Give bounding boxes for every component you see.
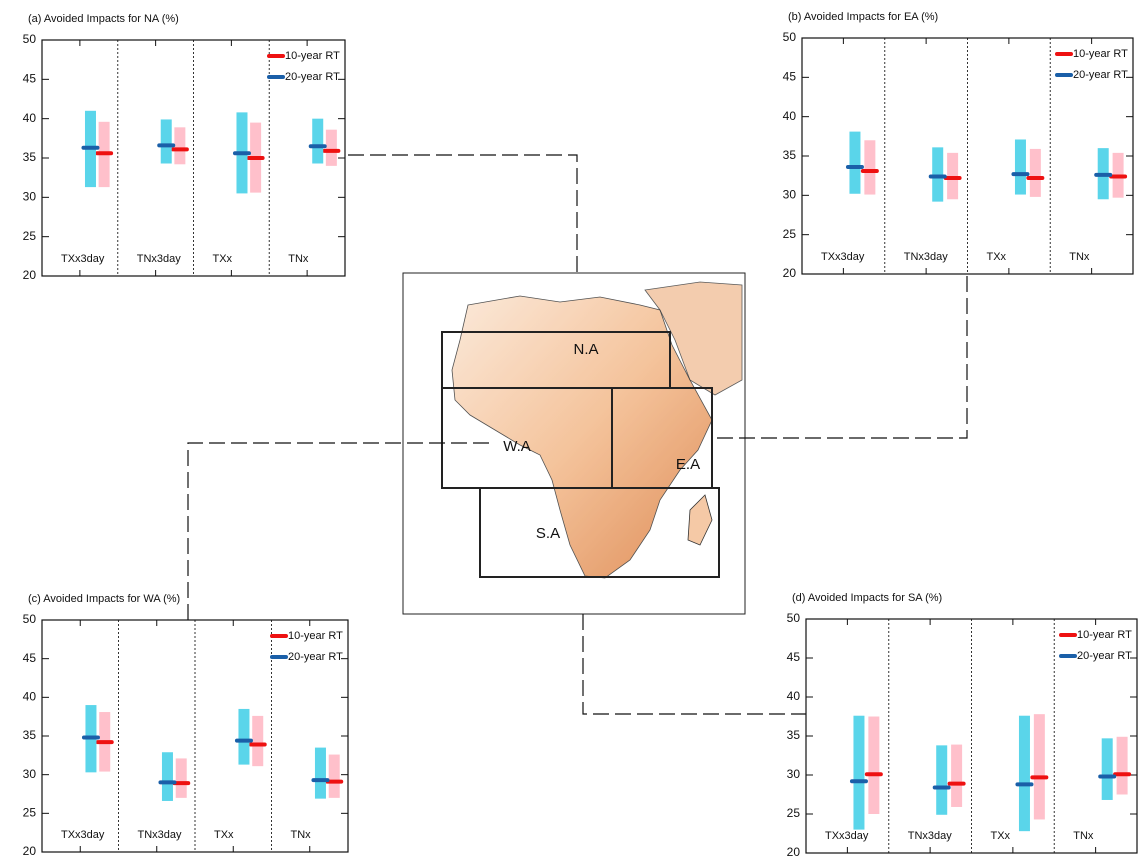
range-bar xyxy=(176,758,187,797)
y-tick-label: 25 xyxy=(23,806,37,820)
range-bar xyxy=(315,748,326,799)
range-bar xyxy=(329,755,340,798)
range-bar xyxy=(161,119,172,163)
x-tick-label: TNx xyxy=(288,253,309,265)
x-tick-label: TXx3day xyxy=(61,253,105,265)
panel: (c) Avoided Impacts for WA (%) 20 25 30 35 40… xyxy=(23,593,348,856)
range-bar xyxy=(1030,149,1041,197)
range-bar xyxy=(238,709,249,765)
y-tick-label: 45 xyxy=(23,72,37,86)
x-tick-label: TXx xyxy=(987,251,1007,263)
panel: (a) Avoided Impacts for NA (%) 20 25 30 35 40… xyxy=(23,13,345,282)
region-label: E.A xyxy=(676,456,700,473)
legend-label: 20-year RT xyxy=(285,71,340,83)
x-tick-label: TNx xyxy=(1069,251,1090,263)
legend-label: 20-year RT xyxy=(1077,650,1132,662)
region-label: W.A xyxy=(503,438,531,455)
x-tick-label: TXx xyxy=(214,829,234,841)
y-tick-label: 25 xyxy=(783,227,797,241)
legend-label: 10-year RT xyxy=(1077,629,1132,641)
y-tick-label: 40 xyxy=(23,111,37,125)
x-tick-label: TNx3day xyxy=(908,830,953,842)
y-tick-label: 50 xyxy=(787,611,801,625)
region-label: N.A xyxy=(573,341,598,358)
y-tick-label: 20 xyxy=(23,844,37,856)
range-bar xyxy=(162,752,173,801)
y-tick-label: 25 xyxy=(23,229,37,243)
x-tick-label: TNx3day xyxy=(904,251,949,263)
range-bar xyxy=(1102,738,1113,800)
x-tick-label: TXx3day xyxy=(61,829,105,841)
y-tick-label: 35 xyxy=(23,150,37,164)
y-tick-label: 50 xyxy=(23,612,37,626)
range-bar xyxy=(1034,714,1045,819)
range-bar xyxy=(1015,139,1026,194)
y-tick-label: 50 xyxy=(783,30,797,44)
panel: (b) Avoided Impacts for EA (%) 20 25 30 35 40… xyxy=(783,11,1133,280)
chart-title: (d) Avoided Impacts for SA (%) xyxy=(792,592,942,604)
range-bar xyxy=(864,140,875,194)
legend-label: 20-year RT xyxy=(288,651,343,663)
legend-label: 10-year RT xyxy=(285,50,340,62)
y-tick-label: 40 xyxy=(783,109,797,123)
x-tick-label: TNx3day xyxy=(138,829,183,841)
x-tick-label: TXx3day xyxy=(825,830,869,842)
y-tick-label: 20 xyxy=(783,266,797,280)
x-tick-label: TXx xyxy=(213,253,233,265)
range-bar xyxy=(252,716,263,766)
y-tick-label: 30 xyxy=(783,188,797,202)
y-tick-label: 45 xyxy=(23,651,37,665)
legend-label: 10-year RT xyxy=(288,630,343,642)
range-bar xyxy=(312,119,323,164)
y-tick-label: 50 xyxy=(23,32,37,46)
y-tick-label: 30 xyxy=(23,190,37,204)
x-tick-label: TNx xyxy=(291,829,312,841)
x-tick-label: TXx3day xyxy=(821,251,865,263)
range-bar xyxy=(326,130,337,166)
legend-label: 20-year RT xyxy=(1073,69,1128,81)
range-bar xyxy=(853,716,864,830)
y-tick-label: 45 xyxy=(783,70,797,84)
x-tick-label: TNx xyxy=(1073,830,1094,842)
y-tick-label: 35 xyxy=(783,148,797,162)
range-bar xyxy=(1019,716,1030,831)
range-bar xyxy=(1117,737,1128,795)
y-tick-label: 30 xyxy=(787,767,801,781)
y-tick-label: 40 xyxy=(787,689,801,703)
x-tick-label: TNx3day xyxy=(137,253,182,265)
range-bar xyxy=(936,745,947,814)
panel: (d) Avoided Impacts for SA (%) 20 25 30 35 40… xyxy=(787,592,1137,856)
figure: N.A W.A E.A S.A (a) Avoided Impacts for … xyxy=(0,0,1140,856)
region-label: S.A xyxy=(536,525,560,542)
chart-title: (b) Avoided Impacts for EA (%) xyxy=(788,11,938,23)
y-tick-label: 35 xyxy=(23,728,37,742)
chart-title: (a) Avoided Impacts for NA (%) xyxy=(28,13,179,25)
y-tick-label: 25 xyxy=(787,806,801,820)
range-bar xyxy=(868,717,879,815)
y-tick-label: 20 xyxy=(787,845,801,856)
y-tick-label: 30 xyxy=(23,767,37,781)
y-tick-label: 20 xyxy=(23,268,37,282)
y-tick-label: 45 xyxy=(787,650,801,664)
range-bar xyxy=(849,132,860,194)
legend-label: 10-year RT xyxy=(1073,48,1128,60)
chart-title: (c) Avoided Impacts for WA (%) xyxy=(28,593,180,605)
range-bar xyxy=(951,745,962,807)
x-tick-label: TXx xyxy=(991,830,1011,842)
y-tick-label: 35 xyxy=(787,728,801,742)
y-tick-label: 40 xyxy=(23,690,37,704)
range-bar xyxy=(174,127,185,164)
